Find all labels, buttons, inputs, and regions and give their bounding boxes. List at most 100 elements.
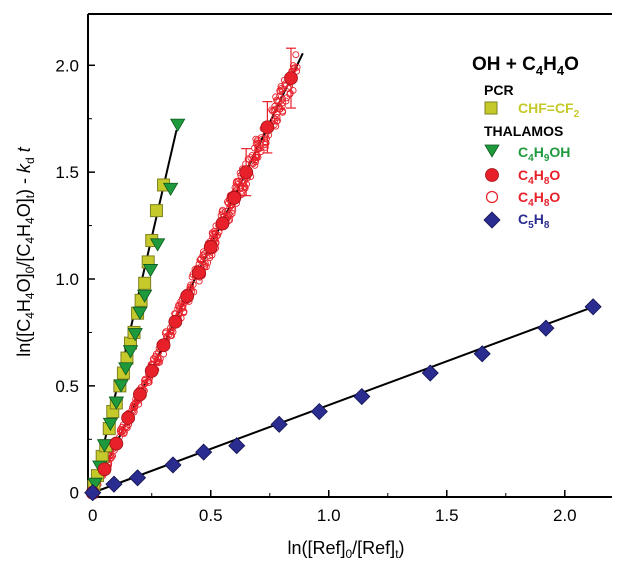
open-circle-point bbox=[161, 329, 169, 337]
open-circle-point bbox=[176, 305, 184, 313]
filled-circle-point bbox=[97, 462, 112, 477]
open-circle-point bbox=[201, 250, 209, 258]
filled-circle-point bbox=[156, 338, 171, 353]
filled-circle-point bbox=[133, 387, 147, 402]
open-circle-point bbox=[197, 255, 205, 262]
triangle-point bbox=[87, 477, 103, 491]
triangle-point bbox=[136, 289, 153, 303]
diamond-point bbox=[353, 387, 371, 406]
legend-label-c4h8o-filled: C4H8O bbox=[518, 167, 560, 187]
open-circle-point bbox=[229, 204, 236, 212]
legend: OH + C4H4O PCR CHF=CF2 THALAMOS C4H9OH C… bbox=[472, 54, 580, 231]
triangle-point bbox=[102, 417, 119, 432]
open-circle-point bbox=[292, 51, 300, 59]
filled-circle-point bbox=[227, 190, 242, 205]
triangle-point bbox=[122, 345, 139, 359]
triangle-point bbox=[142, 264, 159, 278]
open-circle-point bbox=[269, 107, 277, 115]
legend-marker-c4h8o-open bbox=[485, 190, 499, 204]
y-tick-label: 0.5 bbox=[55, 377, 79, 396]
open-circle-point bbox=[273, 117, 281, 125]
filled-circle-point bbox=[215, 216, 230, 231]
open-circle-point bbox=[254, 145, 262, 153]
open-circle-point bbox=[279, 107, 287, 115]
open-circle-point bbox=[251, 161, 259, 169]
diamond-point bbox=[421, 364, 439, 382]
legend-label-c5h8: C5H8 bbox=[518, 211, 550, 231]
diamond-point bbox=[228, 437, 246, 455]
open-circle-point bbox=[272, 93, 280, 101]
diamond-point bbox=[129, 469, 147, 487]
square-point bbox=[149, 204, 163, 218]
open-circle-point bbox=[276, 105, 284, 113]
axes bbox=[87, 13, 612, 498]
open-circle-point bbox=[252, 153, 260, 161]
diamond-point bbox=[84, 484, 102, 502]
x-tick-label: 0.5 bbox=[199, 506, 223, 525]
open-circle-point bbox=[154, 354, 162, 362]
legend-label-c4h9oh: C4H9OH bbox=[518, 144, 570, 164]
open-circle-point bbox=[179, 304, 187, 312]
open-circle-point bbox=[261, 141, 269, 149]
triangle-point bbox=[108, 396, 125, 410]
data-marks bbox=[84, 51, 602, 502]
open-circle-point bbox=[283, 94, 291, 102]
legend-label-c4h8o-open: C4H8O bbox=[518, 189, 560, 209]
legend-marker-chf bbox=[484, 101, 498, 115]
diamond-point bbox=[270, 415, 288, 433]
open-circle-point bbox=[254, 136, 262, 144]
legend-marker-c4h9oh bbox=[484, 144, 500, 158]
y-axis-title: ln([C4H4O]0/[C4H4O]t) - kd t bbox=[14, 146, 37, 357]
square-point bbox=[138, 276, 152, 290]
ticks: 0 0.5 1.0 1.5 2.0 0 0.5 1.0 1.5 2.0 bbox=[55, 56, 576, 525]
filled-circle-point bbox=[144, 364, 159, 378]
diamond-point bbox=[537, 319, 555, 337]
x-tick-label: 1.0 bbox=[317, 506, 341, 525]
triangle-point bbox=[96, 439, 113, 453]
open-circle-point bbox=[213, 232, 221, 240]
legend-marker-c5h8 bbox=[483, 211, 501, 229]
open-circle-point bbox=[276, 88, 284, 96]
diamond-point bbox=[473, 345, 491, 363]
triangle-point bbox=[162, 182, 179, 197]
open-circle-point bbox=[140, 380, 148, 388]
triangle-point bbox=[169, 118, 186, 132]
legend-label-chf: CHF=CF2 bbox=[518, 100, 580, 120]
x-tick-label: 0 bbox=[88, 506, 97, 525]
open-circle-point bbox=[251, 144, 258, 152]
open-circle-point bbox=[141, 375, 149, 383]
open-circle-point bbox=[252, 151, 260, 159]
diamond-point bbox=[310, 402, 328, 421]
diamond-point bbox=[105, 475, 123, 493]
legend-group-pcr: PCR bbox=[484, 82, 514, 98]
legend-group-thalamos: THALAMOS bbox=[484, 123, 563, 139]
open-circle-point bbox=[168, 332, 176, 340]
diamond-point bbox=[584, 298, 602, 316]
triangle-point bbox=[127, 328, 143, 342]
fit-lines bbox=[91, 52, 599, 494]
open-circle-point bbox=[119, 428, 126, 436]
filled-circle-point bbox=[203, 240, 218, 254]
legend-title: OH + C4H4O bbox=[472, 54, 579, 78]
open-circle-point bbox=[177, 300, 185, 308]
x-tick-label: 1.5 bbox=[435, 506, 459, 525]
filled-circle-point bbox=[121, 411, 136, 425]
triangle-point bbox=[118, 362, 134, 376]
triangle-point bbox=[113, 379, 129, 393]
open-circle-point bbox=[176, 309, 184, 317]
triangle-point bbox=[132, 306, 148, 320]
filled-circle-point bbox=[180, 289, 195, 304]
y-tick-label: 1.0 bbox=[55, 270, 79, 289]
y-tick-label: 1.5 bbox=[55, 163, 79, 182]
y-tick-label: 0 bbox=[70, 484, 79, 503]
open-circle-point bbox=[211, 235, 219, 242]
diamond-point bbox=[195, 443, 213, 461]
x-tick-label: 2.0 bbox=[553, 506, 577, 525]
y-tick-label: 2.0 bbox=[55, 56, 79, 75]
open-circle-point bbox=[270, 106, 278, 114]
open-circle-point bbox=[251, 156, 259, 164]
open-circle-point bbox=[209, 233, 217, 241]
triangle-point bbox=[149, 238, 166, 252]
open-circle-point bbox=[201, 259, 209, 267]
